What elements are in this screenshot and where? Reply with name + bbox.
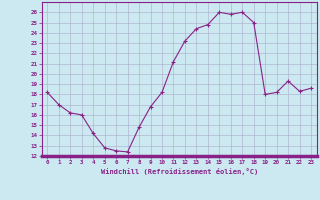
X-axis label: Windchill (Refroidissement éolien,°C): Windchill (Refroidissement éolien,°C) — [100, 168, 258, 175]
